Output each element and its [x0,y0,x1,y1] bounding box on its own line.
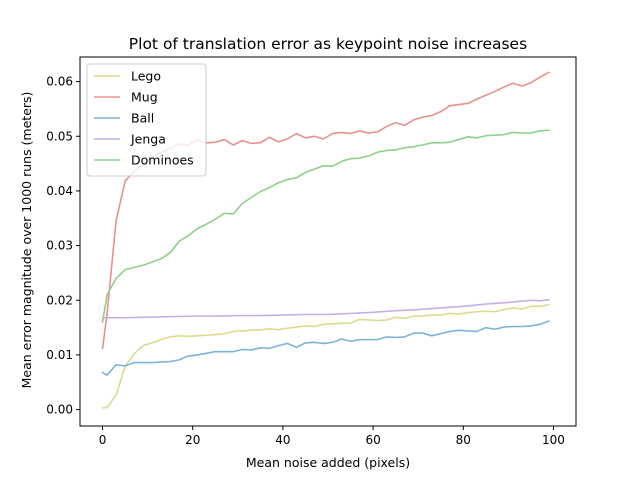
x-tick-label: 100 [542,433,565,447]
series-line-dominoes [101,129,550,323]
y-tick-label: 0.06 [46,75,73,89]
x-tick-label: 0 [99,433,107,447]
series-line-jenga [101,298,550,319]
y-tick-label: 0.03 [46,239,73,253]
series-line-ball [101,320,550,376]
y-tick-label: 0.02 [46,293,73,307]
chart-title: Plot of translation error as keypoint no… [129,35,527,53]
legend-label: Dominoes [131,153,194,168]
x-tick-label: 20 [185,433,200,447]
y-tick-label: 0.00 [46,403,73,417]
legend-label: Jenga [130,132,166,147]
series-line-lego [101,303,550,409]
x-tick-label: 60 [365,433,380,447]
x-axis-label: Mean noise added (pixels) [246,455,410,470]
legend-label: Mug [131,90,158,105]
y-tick-label: 0.05 [46,129,73,143]
legend-label: Ball [131,111,154,126]
x-tick-label: 40 [275,433,290,447]
y-tick-label: 0.04 [46,184,73,198]
axes-frame [79,56,577,427]
legend: Lego Mug Ball Jenga Dominoes [86,63,207,177]
axis-ticks: 0 20 40 60 80 100 0.00 0.01 0.02 0.03 0.04 0.05 0.06 [46,75,565,447]
y-tick-label: 0.01 [46,348,73,362]
legend-box [86,63,207,177]
y-axis-label: Mean error magnitude over 1000 runs (met… [19,92,34,389]
x-tick-label: 80 [456,433,471,447]
legend-label: Lego [131,69,161,84]
